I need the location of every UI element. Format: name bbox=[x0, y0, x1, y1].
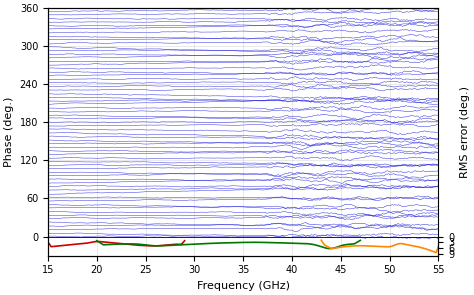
Y-axis label: RMS error (deg.): RMS error (deg.) bbox=[460, 86, 470, 178]
Y-axis label: Phase (deg.): Phase (deg.) bbox=[4, 97, 14, 167]
X-axis label: Frequency (GHz): Frequency (GHz) bbox=[197, 281, 290, 291]
